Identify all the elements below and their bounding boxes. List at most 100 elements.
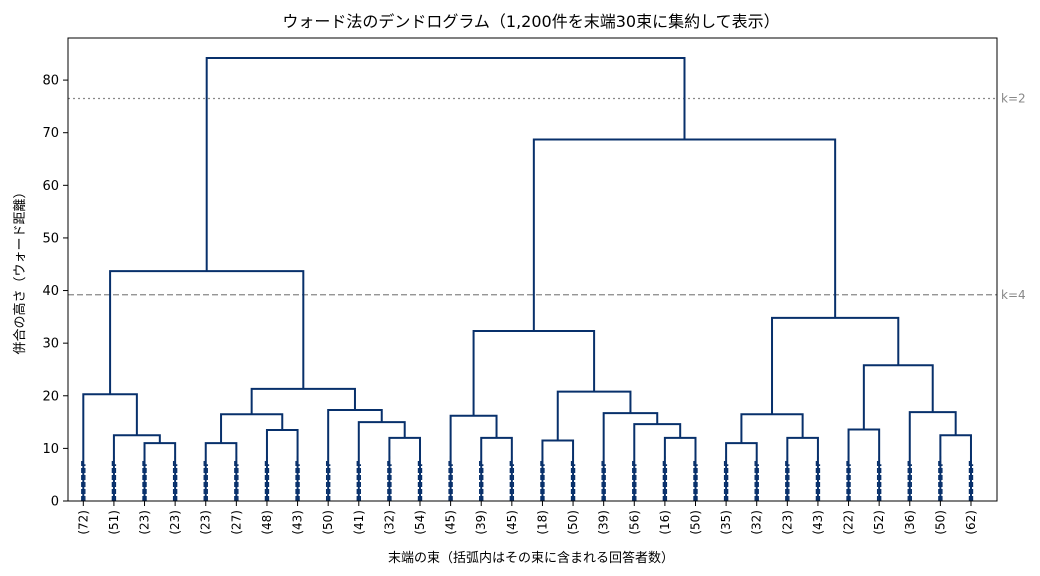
y-tick-label: 40 (42, 284, 59, 299)
dendrogram-link (472, 330, 596, 416)
y-tick-label: 20 (42, 389, 59, 404)
leaf-stub (815, 456, 821, 501)
y-tick-label: 70 (42, 126, 59, 141)
leaf-label: (36) (903, 510, 917, 535)
leaf-label: (45) (505, 510, 519, 535)
leaf-stub (540, 456, 545, 501)
dendrogram-link (740, 413, 804, 444)
leaf-label: (50) (321, 510, 335, 535)
plot-frame (67, 37, 998, 502)
dendrogram-link (725, 442, 758, 501)
dendrogram-link (556, 390, 632, 441)
leaf-label: (50) (688, 510, 702, 535)
leaf-label: (32) (750, 510, 764, 535)
x-axis-label: 末端の束（括弧内はその束に含まれる回答者数） (388, 550, 674, 566)
leaf-stub (295, 456, 300, 501)
dendrogram-link (82, 393, 138, 501)
leaf-stub (479, 456, 484, 501)
leaf-label: (43) (811, 510, 825, 535)
leaf-label: (48) (260, 510, 274, 535)
leaf-label: (41) (352, 510, 366, 535)
leaf-label: (18) (535, 510, 549, 535)
leaf-label: (51) (107, 510, 121, 535)
y-axis-label: 併合の高さ（ウォード距離） (12, 185, 28, 354)
dendrogram-link (480, 436, 513, 501)
leaf-stub (938, 456, 943, 501)
dendrogram-link (250, 387, 356, 415)
dendrogram-link (663, 436, 697, 501)
leaf-label: (52) (872, 510, 886, 535)
leaf-label: (43) (291, 510, 305, 535)
leaf-stub (142, 456, 147, 501)
leaf-label: (35) (719, 510, 733, 535)
leaf-stub (264, 456, 270, 501)
dendrogram-link (143, 442, 177, 501)
dendrogram-link (327, 408, 383, 501)
leaf-label: (23) (168, 510, 182, 535)
plot-content: 0 10 20 30 40 50 60 70 80 (72) (51) (23) (23) (23) (27… (42, 56, 1026, 535)
dendrogram-link (204, 442, 238, 501)
leaf-stub (693, 456, 698, 501)
leaf-stub (907, 456, 912, 501)
chart-title: ウォード法のデンドログラム（1,200件を末端30束に集約して表示） (282, 12, 779, 31)
leaf-stub (723, 456, 729, 501)
leaf-label: (39) (474, 510, 488, 535)
leaf-stub (632, 456, 637, 501)
y-tick-label: 10 (42, 442, 59, 457)
leaf-stub (509, 456, 515, 501)
leaf-label: (22) (842, 510, 856, 535)
leaf-stub (785, 456, 790, 501)
leaf-stub (81, 456, 86, 501)
dendrogram-link (112, 434, 161, 501)
leaf-label: (54) (413, 510, 427, 535)
leaf-stub (356, 456, 361, 501)
leaf-label: (23) (780, 510, 794, 535)
leaf-stub (172, 456, 178, 501)
leaf-stub (876, 456, 882, 501)
dendrogram-link (862, 364, 934, 430)
dendrogram-link (541, 439, 575, 501)
leaf-stub (448, 456, 453, 501)
dendrogram-link (786, 436, 819, 501)
leaf-label: (50) (933, 510, 947, 535)
dendrogram-link (633, 423, 682, 501)
leaf-label: (23) (199, 510, 213, 535)
leaf-label: (39) (597, 510, 611, 535)
leaf-label: (23) (138, 510, 152, 535)
leaf-stub (111, 456, 117, 501)
reference-line-label: k=4 (1001, 288, 1026, 302)
y-tick-label: 80 (42, 74, 59, 89)
leaf-stub (417, 456, 423, 501)
leaf-label: (62) (964, 510, 978, 535)
leaf-stub (846, 456, 851, 501)
y-tick-label: 60 (42, 179, 59, 194)
dendrogram-link (388, 436, 422, 501)
leaf-stub (968, 456, 974, 501)
dendrogram-link (220, 413, 284, 444)
leaf-stub (325, 456, 331, 501)
leaf-label: (16) (658, 510, 672, 535)
dendrogram-link (908, 411, 957, 501)
dendrogram-link (449, 414, 498, 501)
leaf-stub (601, 456, 606, 501)
dendrogram-link (205, 56, 686, 272)
dendrogram-link (847, 428, 881, 501)
dendrogram-link (109, 270, 305, 395)
y-tick-label: 50 (42, 231, 59, 246)
y-tick-label: 0 (51, 495, 59, 510)
reference-line-label: k=2 (1001, 92, 1026, 106)
leaf-label: (56) (627, 510, 641, 535)
leaf-label: (27) (229, 510, 243, 535)
dendrogram-link (532, 138, 837, 332)
leaf-stub (754, 456, 759, 501)
dendrogram-link (265, 428, 299, 501)
dendrogram-link (602, 412, 659, 501)
leaf-stub (203, 456, 208, 501)
leaf-stub (234, 456, 239, 501)
leaf-label: (32) (382, 510, 396, 535)
leaf-stub (387, 456, 392, 501)
leaf-stub (662, 456, 668, 501)
leaf-label: (50) (566, 510, 580, 535)
leaf-label: (72) (76, 510, 90, 535)
leaf-stub (570, 456, 576, 501)
